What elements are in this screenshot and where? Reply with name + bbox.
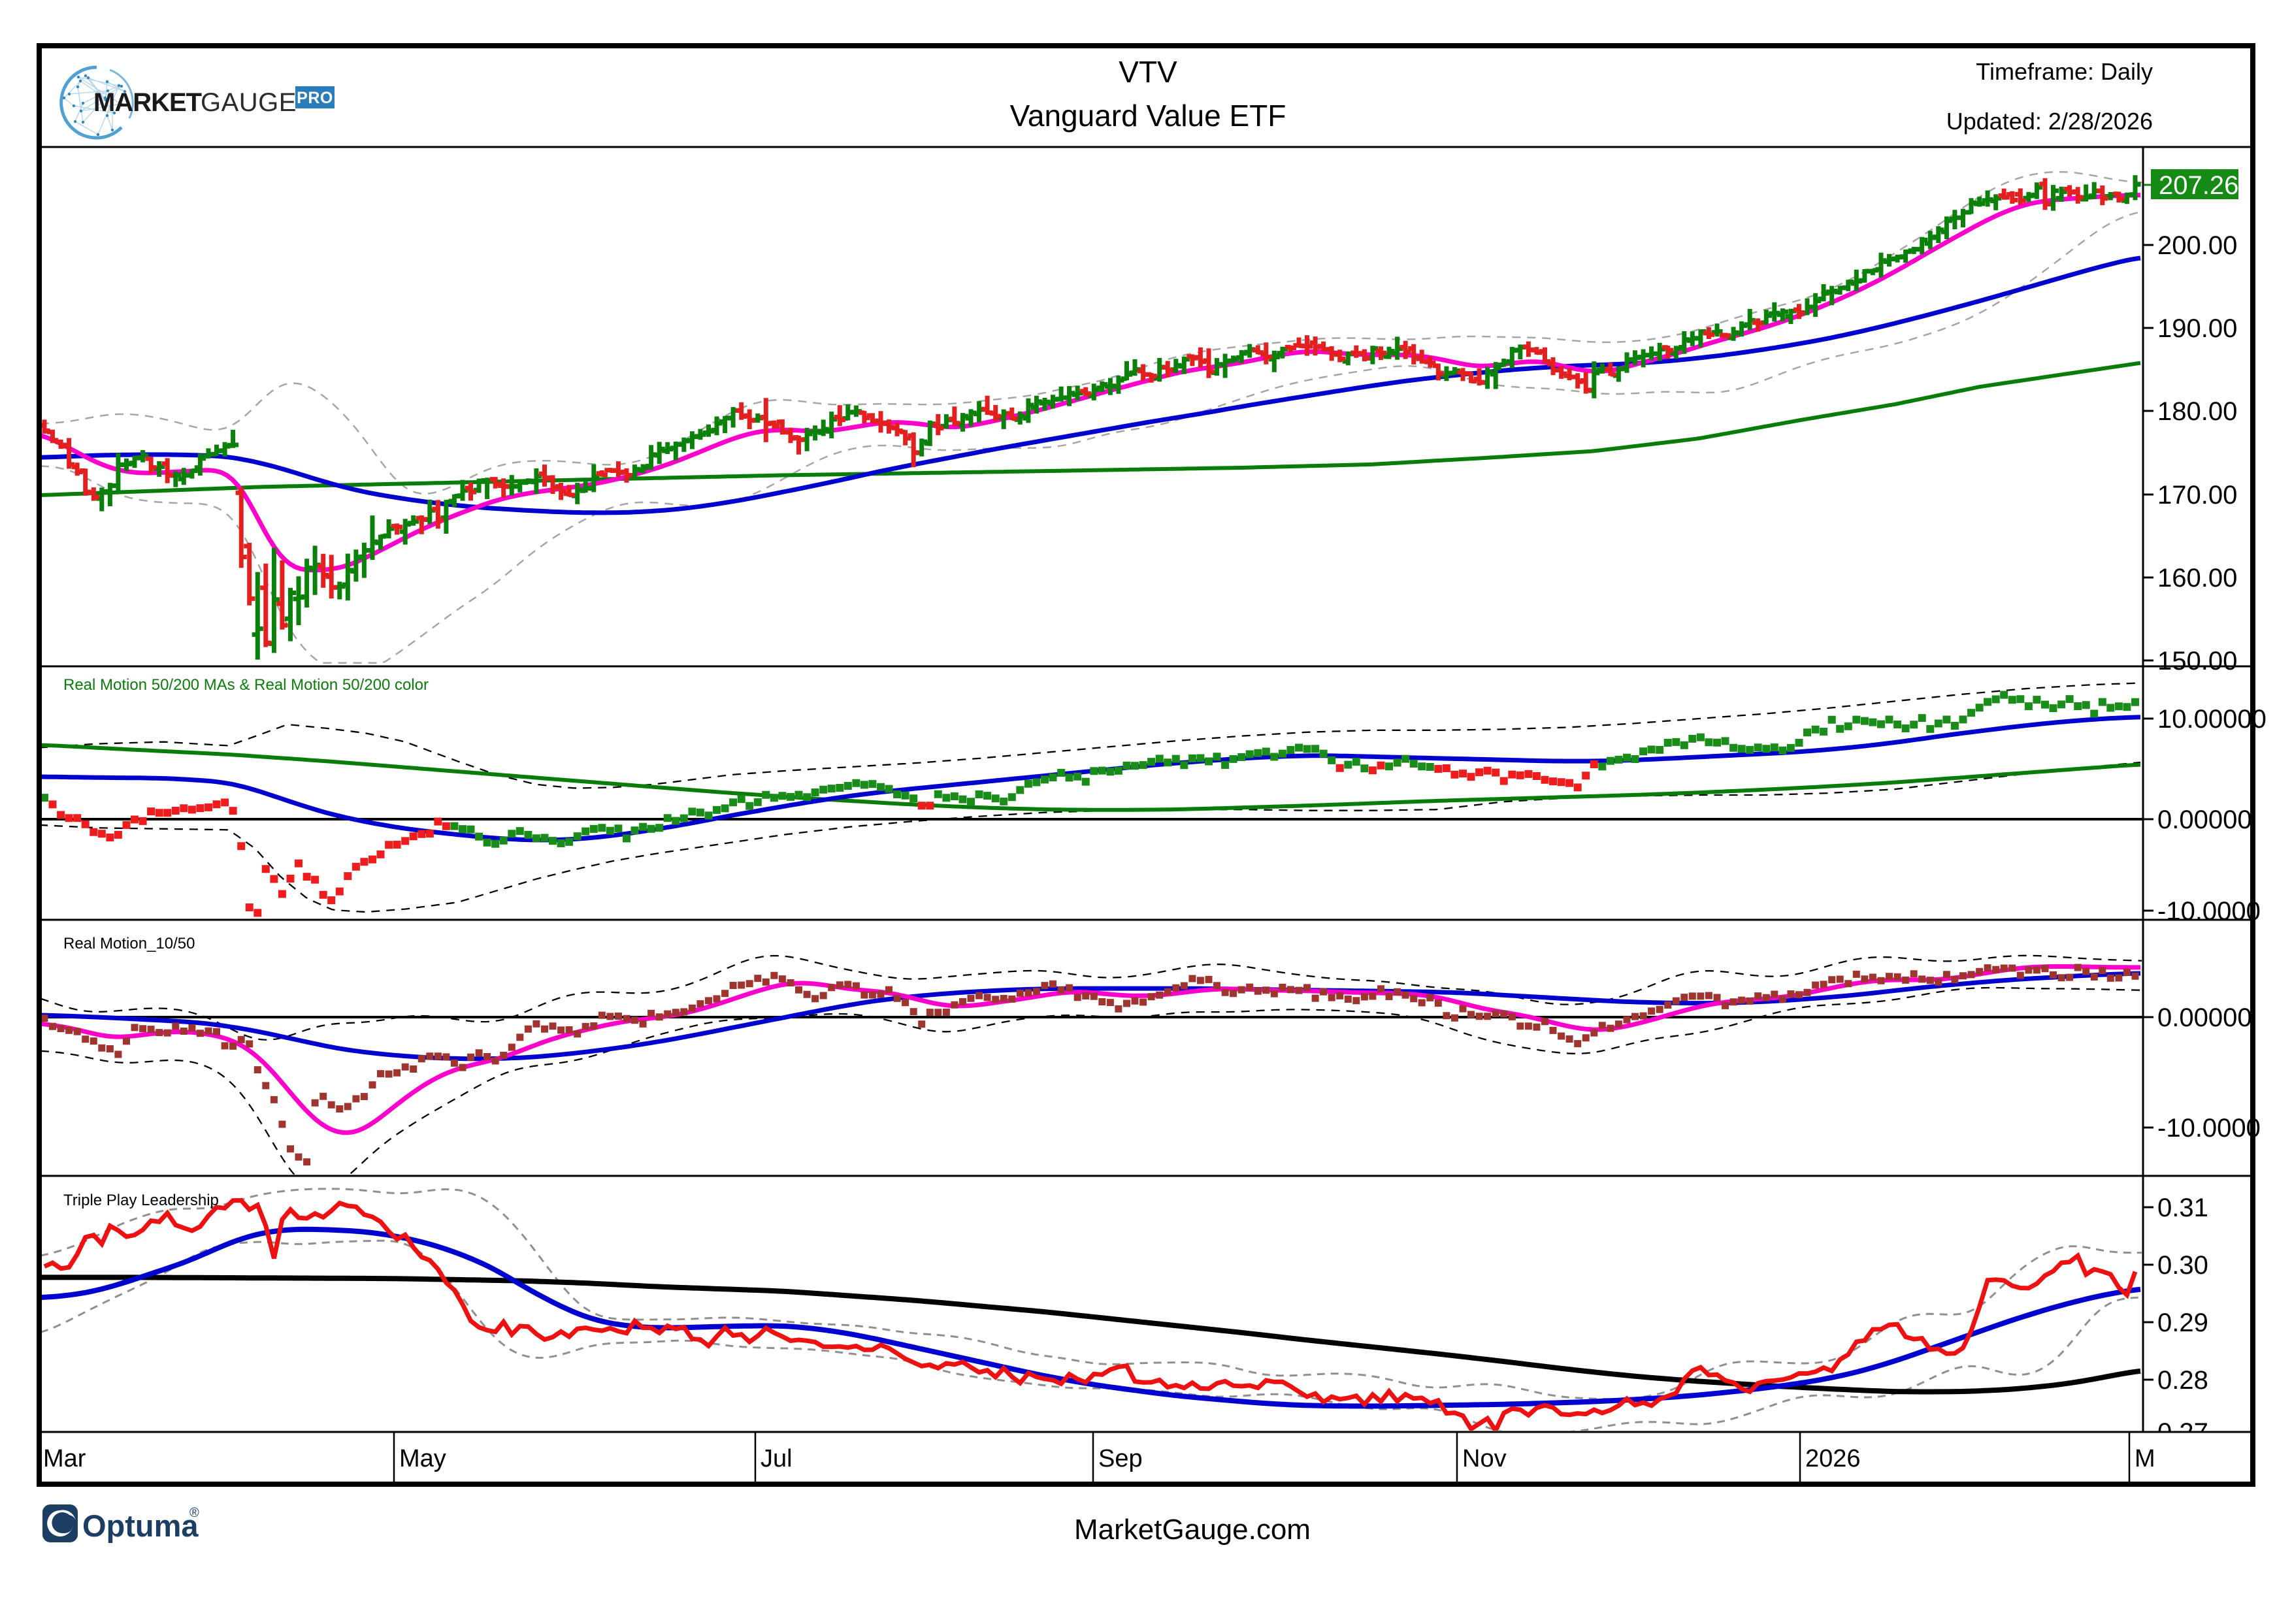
svg-text:190.00: 190.00: [2157, 314, 2237, 343]
svg-text:200.00: 200.00: [2157, 231, 2237, 260]
svg-text:2026: 2026: [1805, 1445, 1861, 1472]
svg-text:0.27: 0.27: [2157, 1418, 2208, 1447]
svg-text:Triple Play Leadership: Triple Play Leadership: [63, 1192, 219, 1209]
svg-text:Updated: 2/28/2026: Updated: 2/28/2026: [1946, 108, 2153, 135]
svg-text:150.00: 150.00: [2157, 647, 2237, 675]
svg-text:®: ®: [189, 1506, 199, 1520]
svg-text:Real Motion 50/200 MAs & Real: Real Motion 50/200 MAs & Real Motion 50/…: [63, 676, 429, 694]
svg-text:170.00: 170.00: [2157, 481, 2237, 510]
svg-text:PRO: PRO: [297, 89, 333, 107]
svg-text:207.26: 207.26: [2159, 171, 2238, 200]
svg-text:Timeframe: Daily: Timeframe: Daily: [1976, 58, 2153, 85]
svg-text:M: M: [2135, 1445, 2155, 1472]
svg-text:Mar: Mar: [43, 1445, 86, 1472]
svg-text:0.00000: 0.00000: [2157, 805, 2252, 834]
svg-text:Sep: Sep: [1098, 1445, 1143, 1472]
svg-text:Nov: Nov: [1462, 1445, 1507, 1472]
svg-text:0.31: 0.31: [2157, 1194, 2208, 1222]
svg-text:Jul: Jul: [761, 1445, 793, 1472]
svg-text:0.30: 0.30: [2157, 1251, 2208, 1280]
svg-text:Optuma: Optuma: [82, 1508, 199, 1543]
svg-text:180.00: 180.00: [2157, 397, 2237, 426]
svg-text:GAUGE: GAUGE: [201, 88, 297, 117]
svg-text:10.00000: 10.00000: [2157, 705, 2267, 734]
svg-text:0.29: 0.29: [2157, 1308, 2208, 1337]
svg-text:-10.0000: -10.0000: [2157, 1114, 2261, 1143]
svg-text:MarketGauge.com: MarketGauge.com: [1074, 1514, 1311, 1546]
svg-text:Vanguard Value ETF: Vanguard Value ETF: [1010, 99, 1286, 133]
svg-text:MARKET: MARKET: [93, 88, 202, 117]
svg-text:VTV: VTV: [1119, 55, 1177, 89]
svg-text:-10.0000: -10.0000: [2157, 897, 2261, 926]
svg-text:0.28: 0.28: [2157, 1366, 2208, 1395]
svg-text:0.00000: 0.00000: [2157, 1003, 2252, 1032]
svg-text:May: May: [399, 1445, 446, 1472]
svg-text:Real Motion_10/50: Real Motion_10/50: [63, 935, 195, 952]
svg-text:160.00: 160.00: [2157, 564, 2237, 593]
